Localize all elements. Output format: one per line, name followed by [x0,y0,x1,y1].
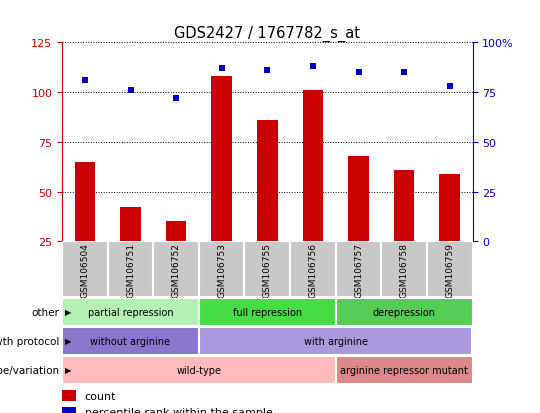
Bar [75,162,95,242]
Bar [166,222,186,242]
Title: GDS2427 / 1767782_s_at: GDS2427 / 1767782_s_at [174,26,360,42]
Bar [62,406,77,413]
Bar [107,242,153,297]
Text: GSM106758: GSM106758 [400,242,409,297]
Bar [427,242,472,297]
Bar [336,298,472,326]
Bar [199,327,472,355]
Text: ▶: ▶ [65,308,71,317]
Text: ▶: ▶ [65,366,71,375]
Bar [62,327,199,355]
Bar [62,298,199,326]
Bar [290,242,336,297]
Text: derepression: derepression [373,307,436,317]
Bar [199,242,245,297]
Bar [245,242,290,297]
Text: GSM106504: GSM106504 [80,242,90,297]
Text: GSM106755: GSM106755 [263,242,272,297]
Text: ▶: ▶ [65,337,71,346]
Text: arginine repressor mutant: arginine repressor mutant [340,365,468,375]
Bar [212,77,232,242]
Text: other: other [31,307,59,317]
Bar [348,157,369,242]
Text: count: count [85,391,116,401]
Text: growth protocol: growth protocol [0,336,59,346]
Text: GSM106753: GSM106753 [217,242,226,297]
Point [126,88,135,94]
Text: partial repression: partial repression [87,307,173,317]
Bar [302,91,323,242]
Point [263,68,272,74]
Bar [62,242,107,297]
Text: GSM106752: GSM106752 [172,242,180,297]
Text: genotype/variation: genotype/variation [0,365,59,375]
Bar [381,242,427,297]
Bar [257,121,278,242]
Bar [336,242,381,297]
Text: GSM106757: GSM106757 [354,242,363,297]
Bar [199,298,336,326]
Text: full repression: full repression [233,307,302,317]
Bar [336,356,472,384]
Bar [394,170,414,242]
Bar [153,242,199,297]
Text: without arginine: without arginine [91,336,171,346]
Text: GSM106759: GSM106759 [445,242,454,297]
Bar [120,208,141,242]
Point [446,84,454,90]
Text: percentile rank within the sample: percentile rank within the sample [85,407,273,413]
Text: GSM106756: GSM106756 [308,242,318,297]
Point [354,70,363,76]
Point [80,78,89,84]
Point [308,64,317,71]
Point [172,95,180,102]
Text: GSM106751: GSM106751 [126,242,135,297]
Point [400,70,408,76]
Point [218,66,226,72]
Text: wild-type: wild-type [177,365,221,375]
Text: with arginine: with arginine [303,336,368,346]
Bar [62,356,336,384]
Bar [440,174,460,242]
Bar [62,390,77,401]
